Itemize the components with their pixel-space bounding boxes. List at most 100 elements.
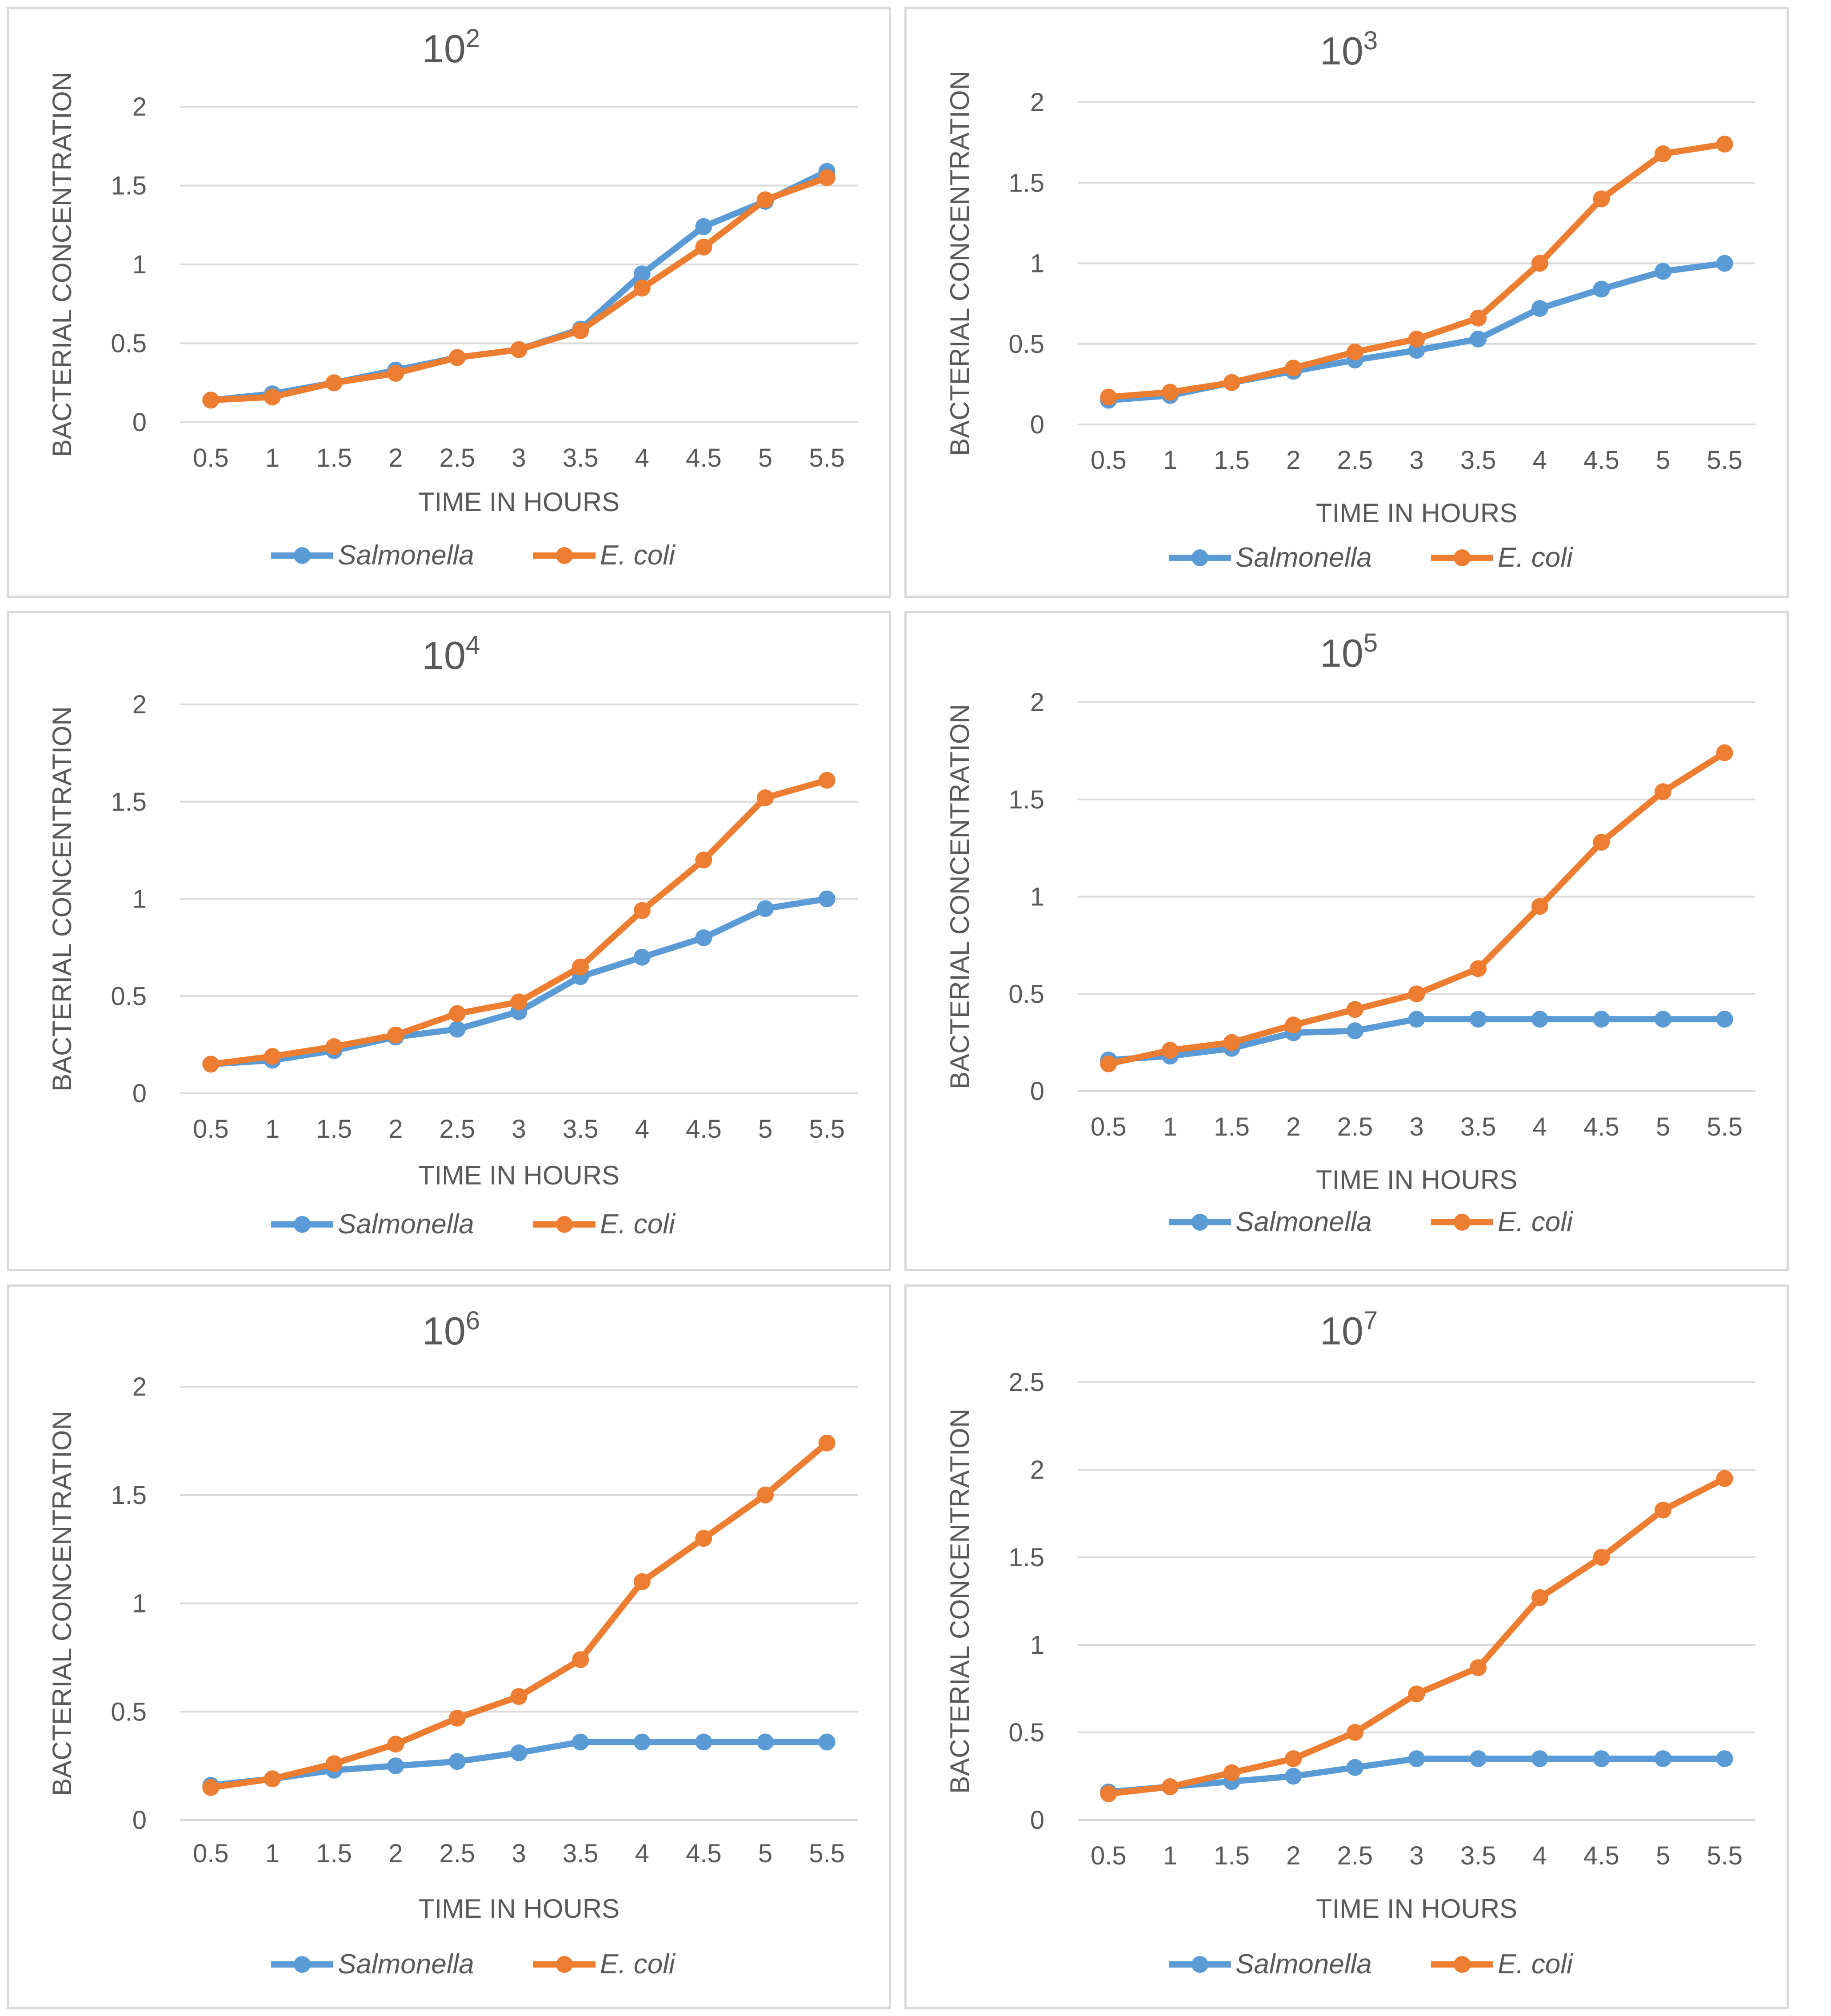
data-point-salmonella (757, 900, 774, 917)
y-tick-label: 0 (132, 1079, 147, 1108)
x-axis-label: TIME IN HOURS (1316, 1165, 1517, 1195)
x-tick-label: 3 (512, 1115, 526, 1144)
data-point-e-coli (1223, 374, 1240, 391)
data-point-e-coli (387, 1026, 404, 1044)
legend-label: E. coli (1498, 1207, 1574, 1237)
data-point-e-coli (510, 1688, 528, 1705)
data-point-salmonella (1593, 280, 1610, 298)
legend-item-salmonella: Salmonella (1169, 1949, 1372, 1980)
data-point-e-coli (1470, 309, 1487, 327)
data-point-e-coli (695, 852, 712, 868)
x-tick-label: 1 (1163, 1841, 1177, 1870)
legend-label: Salmonella (1235, 1949, 1372, 1980)
data-point-e-coli (264, 388, 281, 406)
chart-panel-10-3: 103 0 0.5 1 1.5 2 0.5 1 1.5 2 2.5 3 3.5 4 4.5 5 5.5 TIME … (904, 7, 1789, 598)
legend-label: E. coli (1498, 1949, 1574, 1980)
data-point-e-coli (510, 341, 528, 358)
data-point-e-coli (510, 993, 528, 1011)
y-tick-label: 2 (1030, 88, 1044, 117)
legend-swatch-marker (1191, 549, 1208, 566)
data-point-e-coli (1655, 1501, 1672, 1519)
data-point-salmonella (1716, 255, 1733, 272)
y-tick-label: 1.5 (111, 788, 147, 816)
data-point-salmonella (1408, 1011, 1425, 1028)
data-point-salmonella (1716, 1750, 1733, 1768)
chart-panel-10-2: 102 0 0.5 1 1.5 2 0.5 1 1.5 2 2.5 3 3.5 4 4.5 5 5.5 TIME … (7, 7, 891, 598)
x-tick-label: 1 (265, 444, 280, 472)
series-line-e-coli (1105, 1475, 1728, 1797)
x-tick-label: 1.5 (316, 1115, 352, 1144)
x-tick-label: 2 (388, 444, 403, 472)
data-point-salmonella (695, 218, 712, 235)
y-tick-label: 2.5 (1008, 1368, 1044, 1397)
data-point-salmonella (695, 929, 712, 946)
chart-panel-10-4: 104 0 0.5 1 1.5 2 0.5 1 1.5 2 2.5 3 3.5 4 4.5 5 5.5 TIME … (7, 611, 891, 1271)
x-tick-label: 0.5 (193, 444, 229, 472)
legend-swatch-marker (556, 1216, 573, 1233)
data-point-salmonella (1346, 1759, 1363, 1776)
chart-10-4: 104 0 0.5 1 1.5 2 0.5 1 1.5 2 2.5 3 3.5 4 4.5 5 5.5 TIME … (47, 631, 858, 1240)
x-tick-label: 2 (1286, 1112, 1300, 1141)
x-tick-label: 5.5 (1707, 1841, 1743, 1870)
y-axis-label: BACTERIAL CONCENTRATION (945, 71, 975, 456)
x-tick-label: 4.5 (1583, 1112, 1619, 1141)
x-tick-label: 3.5 (563, 1115, 599, 1144)
x-axis-label: TIME IN HOURS (418, 1894, 620, 1924)
y-tick-label: 1 (132, 885, 147, 914)
x-tick-label: 0.5 (1091, 446, 1127, 475)
data-point-e-coli (1223, 1034, 1240, 1051)
data-point-e-coli (818, 1434, 836, 1452)
x-tick-label: 5 (1656, 1112, 1670, 1141)
y-tick-label: 1 (132, 1589, 147, 1618)
chart-10-7: 107 0 0.5 1 1.5 2 2.5 0.5 1 1.5 2 2.5 3 3.5 4 4.5 5 5.5 TI… (945, 1306, 1755, 1980)
x-tick-label: 1 (1163, 446, 1177, 475)
x-tick-label: 5 (1656, 446, 1670, 475)
chart-10-5: 105 0 0.5 1 1.5 2 0.5 1 1.5 2 2.5 3 3.5 4 4.5 5 5.5 TIME … (945, 628, 1755, 1237)
data-point-salmonella (572, 1733, 589, 1751)
x-tick-label: 5.5 (809, 1839, 845, 1868)
x-tick-label: 1 (1163, 1112, 1177, 1141)
chart-panel-10-5: 105 0 0.5 1 1.5 2 0.5 1 1.5 2 2.5 3 3.5 4 4.5 5 5.5 TIME … (904, 611, 1789, 1271)
data-point-salmonella (695, 1733, 712, 1751)
legend-swatch-marker (294, 547, 311, 564)
x-tick-label: 3 (512, 1839, 526, 1868)
x-tick-label: 5.5 (1707, 446, 1743, 475)
data-point-salmonella (633, 948, 651, 966)
y-tick-label: 0 (132, 1806, 147, 1835)
series-line-salmonella (208, 896, 830, 1068)
data-point-e-coli (1531, 898, 1548, 915)
data-point-e-coli (1716, 744, 1733, 761)
legend-label: E. coli (600, 540, 676, 571)
legend-swatch-marker (1454, 1214, 1471, 1231)
x-tick-label: 4 (1533, 1112, 1547, 1141)
x-tick-label: 4 (1533, 1841, 1547, 1870)
x-tick-label: 4.5 (1583, 446, 1619, 475)
chart-title: 102 (422, 24, 480, 71)
y-tick-label: 0 (1030, 410, 1044, 439)
data-point-salmonella (1285, 1768, 1302, 1785)
data-point-salmonella (387, 1757, 404, 1775)
legend-label: Salmonella (338, 1949, 474, 1980)
x-tick-label: 2 (388, 1839, 403, 1868)
chart-panel-10-7: 107 0 0.5 1 1.5 2 2.5 0.5 1 1.5 2 2.5 3 3.5 4 4.5 5 5.5 TI… (904, 1284, 1789, 2009)
x-tick-label: 5 (758, 1115, 772, 1144)
data-point-e-coli (202, 1056, 220, 1073)
y-tick-label: 0 (1030, 1077, 1044, 1106)
chart-title: 105 (1320, 628, 1378, 675)
x-tick-label: 2.5 (1337, 446, 1373, 475)
y-tick-label: 1.5 (1008, 168, 1044, 197)
x-tick-label: 1.5 (316, 444, 352, 472)
data-point-e-coli (1346, 343, 1363, 360)
x-tick-label: 0.5 (1091, 1112, 1127, 1141)
y-axis-label: BACTERIAL CONCENTRATION (945, 704, 975, 1089)
legend-item-salmonella: Salmonella (271, 1949, 474, 1980)
x-tick-label: 1.5 (1214, 1841, 1250, 1870)
data-point-e-coli (1593, 190, 1610, 208)
data-point-e-coli (325, 1038, 343, 1055)
data-point-e-coli (264, 1048, 281, 1065)
y-tick-label: 1.5 (1008, 1543, 1044, 1572)
x-tick-label: 3.5 (1460, 446, 1496, 475)
data-point-salmonella (633, 265, 651, 283)
y-tick-label: 1 (1030, 1631, 1044, 1660)
data-point-salmonella (1531, 1750, 1548, 1768)
